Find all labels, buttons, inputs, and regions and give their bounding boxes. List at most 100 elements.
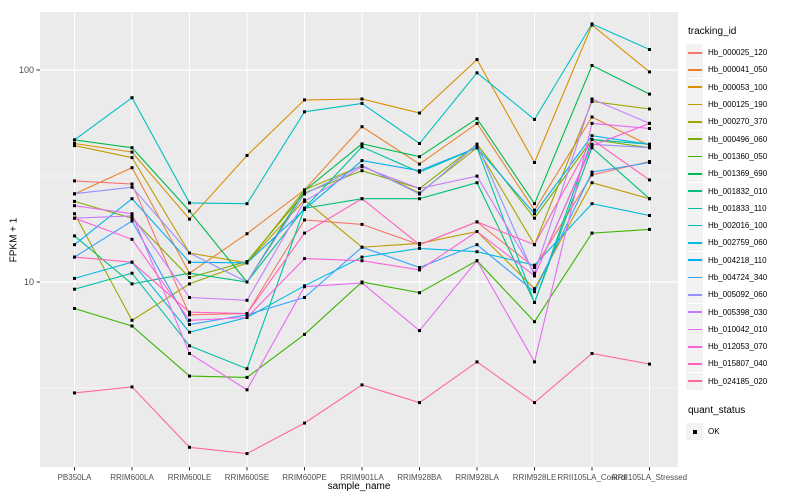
data-point xyxy=(245,298,249,302)
data-point xyxy=(418,401,421,405)
data-point xyxy=(245,202,249,206)
data-point xyxy=(475,230,479,233)
data-point xyxy=(303,207,306,211)
series-color-line-icon xyxy=(687,276,702,279)
data-point xyxy=(188,374,191,378)
legend-key-swatch xyxy=(686,44,703,62)
data-point xyxy=(590,100,594,103)
data-point xyxy=(130,166,134,170)
data-point xyxy=(533,271,536,275)
data-point xyxy=(475,142,479,146)
legend-key-swatch xyxy=(686,147,703,165)
data-point xyxy=(360,281,364,285)
data-point xyxy=(360,383,364,387)
legend-entry: Hb_004724_340 xyxy=(686,269,798,286)
legend-key-swatch xyxy=(686,320,703,338)
legend-entry-label: Hb_000025_120 xyxy=(708,48,768,58)
data-point xyxy=(475,71,479,75)
data-point xyxy=(303,218,306,222)
legend-entry: Hb_024185_020 xyxy=(686,372,798,390)
data-point xyxy=(360,259,364,263)
series-color-line-icon xyxy=(687,207,702,210)
series-color-line-icon xyxy=(687,155,702,158)
data-point xyxy=(188,217,191,221)
data-point xyxy=(360,255,364,259)
data-point xyxy=(475,360,479,364)
x-tick-label: RRIM928LE xyxy=(513,473,557,482)
data-point xyxy=(130,271,134,275)
legend-entry-label: Hb_001360_050 xyxy=(708,151,768,161)
data-point xyxy=(303,296,306,299)
data-point xyxy=(303,199,306,203)
data-point xyxy=(533,287,536,291)
legend-key-swatch xyxy=(686,96,703,114)
legend-key-swatch xyxy=(686,338,703,356)
data-point xyxy=(418,197,421,201)
data-point xyxy=(73,276,76,280)
data-point xyxy=(130,260,134,264)
data-point xyxy=(418,169,421,173)
legend-entries: Hb_000025_120 Hb_000041_050 Hb_000053_100 H… xyxy=(686,44,798,390)
legend-entry: Hb_000041_050 xyxy=(686,61,798,79)
legend-entry: Hb_002759_060 xyxy=(686,234,798,252)
data-point xyxy=(245,367,249,371)
data-point xyxy=(590,144,594,148)
data-point xyxy=(533,263,536,267)
series-color-line-icon xyxy=(687,86,702,89)
data-point xyxy=(475,250,479,254)
data-point xyxy=(590,115,594,119)
data-point xyxy=(73,391,76,395)
data-point xyxy=(533,161,536,164)
legend-key-swatch xyxy=(686,130,703,148)
data-point xyxy=(360,145,364,149)
legend-entry: Hb_005092_060 xyxy=(686,286,798,304)
y-axis-title: FPKM + 1 xyxy=(8,217,20,263)
legend-entry-label: Hb_000125_190 xyxy=(708,100,768,110)
legend-entry-label: Hb_004218_110 xyxy=(708,255,767,265)
legend-entry-label: Hb_005092_060 xyxy=(708,290,768,300)
data-point xyxy=(360,222,364,226)
data-point xyxy=(590,134,594,138)
legend-entry-label: Hb_000053_100 xyxy=(708,82,768,92)
data-point xyxy=(648,161,651,164)
data-point xyxy=(130,212,134,216)
series-color-line-icon xyxy=(687,311,702,313)
data-point xyxy=(475,174,479,178)
legend-entry: Hb_002016_100 xyxy=(686,217,798,235)
data-point xyxy=(73,199,76,203)
series-color-line-icon xyxy=(687,259,702,262)
legend-entry-label: Hb_001833_110 xyxy=(708,203,767,213)
legend-entry-label: Hb_015807_040 xyxy=(708,359,768,369)
data-point xyxy=(360,245,364,249)
x-tick-label: RRIM600LE xyxy=(168,473,212,482)
legend-key-swatch xyxy=(686,303,703,321)
legend-entry: Hb_004218_110 xyxy=(686,251,798,269)
data-point xyxy=(130,96,134,100)
data-point xyxy=(590,97,594,101)
legend-title-quant-status: quant_status xyxy=(688,404,746,416)
legend-entry: Hb_000025_120 xyxy=(686,44,798,62)
series-color-line-icon xyxy=(687,190,702,192)
data-point xyxy=(418,329,421,333)
series-color-line-icon xyxy=(687,293,702,296)
series-color-line-icon xyxy=(687,242,702,244)
data-point xyxy=(245,312,249,315)
y-tick-label: 10 xyxy=(24,277,34,287)
legend-key-swatch xyxy=(686,199,703,217)
x-tick-label: RRIM600SE xyxy=(225,473,269,482)
data-point xyxy=(188,323,191,326)
data-point xyxy=(130,185,134,189)
data-point xyxy=(188,296,191,299)
legend-entry: Hb_001369_690 xyxy=(686,165,798,183)
legend-entry: Hb_000125_190 xyxy=(686,96,798,114)
data-point xyxy=(245,375,249,379)
legend-entry-label: Hb_004724_340 xyxy=(708,273,768,282)
series-color-line-icon xyxy=(687,172,702,175)
data-point xyxy=(418,192,421,196)
legend-entry-label: Hb_024185_020 xyxy=(708,376,768,386)
x-tick-label: RRIM928BA xyxy=(397,473,442,482)
data-point xyxy=(245,261,249,265)
legend-key-swatch xyxy=(686,78,703,96)
data-point xyxy=(73,138,76,142)
